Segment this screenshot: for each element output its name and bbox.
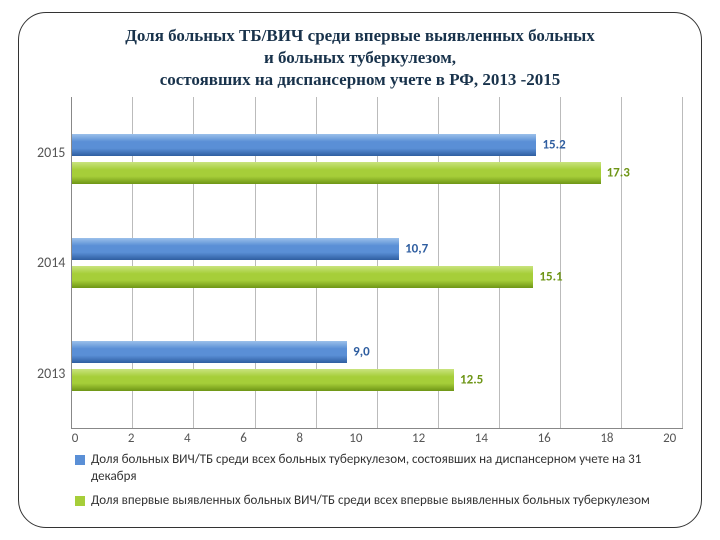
bar-value-label: 15.2 [536, 138, 565, 153]
legend-swatch-icon [75, 496, 85, 506]
bar-value-label: 12.5 [454, 373, 483, 388]
x-tick-label: 10 [349, 431, 362, 446]
bar-group: 10,7 15.1 [72, 238, 683, 288]
chart-title: Доля больных ТБ/ВИЧ среди впервые выявле… [47, 25, 673, 91]
bar-new: 12.5 [72, 369, 454, 391]
x-axis-ticks: 0 2 4 6 8 10 12 14 16 18 20 [75, 431, 683, 446]
bar-new: 15.1 [72, 266, 533, 288]
x-tick-label: 14 [475, 431, 488, 446]
x-tick-label: 8 [296, 431, 303, 446]
y-axis-category-label: 2015 [37, 141, 65, 165]
legend-item: Доля больных ВИЧ/ТБ среди всех больных т… [75, 452, 683, 485]
title-line-3: состоявших на диспансерном учете в РФ, 2… [160, 70, 561, 89]
x-tick-label: 0 [72, 431, 79, 446]
bar-group: 15.2 17.3 [72, 134, 683, 184]
bar-row: 10,7 [72, 238, 683, 260]
title-line-1: Доля больных ТБ/ВИЧ среди впервые выявле… [125, 26, 595, 45]
legend-item: Доля впервые выявленных больных ВИЧ/ТБ с… [75, 493, 683, 509]
legend: Доля больных ВИЧ/ТБ среди всех больных т… [37, 452, 683, 517]
chart-card: Доля больных ТБ/ВИЧ среди впервые выявле… [18, 12, 702, 528]
y-axis-category-label: 2014 [37, 251, 65, 275]
bar-registered: 15.2 [72, 134, 536, 156]
bar-new: 17.3 [72, 162, 600, 184]
bar-row: 15.2 [72, 134, 683, 156]
bar-value-label: 9,0 [347, 345, 370, 360]
legend-swatch-icon [75, 455, 85, 465]
x-tick-label: 12 [412, 431, 425, 446]
legend-label: Доля больных ВИЧ/ТБ среди всех больных т… [91, 452, 683, 485]
bar-value-label: 10,7 [399, 241, 428, 256]
bar-registered: 10,7 [72, 238, 399, 260]
x-tick-label: 20 [663, 431, 676, 446]
x-tick-label: 4 [184, 431, 191, 446]
bar-row: 17.3 [72, 162, 683, 184]
plot-area: 15.2 17.3 10,7 15.1 9,0 12.5 [71, 97, 683, 429]
x-axis: 0 2 4 6 8 10 12 14 16 18 20 [37, 431, 683, 446]
bar-group: 9,0 12.5 [72, 341, 683, 391]
bar-row: 9,0 [72, 341, 683, 363]
bar-value-label: 17.3 [601, 166, 630, 181]
x-tick-label: 18 [600, 431, 613, 446]
x-tick-label: 6 [240, 431, 247, 446]
bar-value-label: 15.1 [533, 269, 562, 284]
x-tick-label: 2 [128, 431, 135, 446]
y-axis-category-label: 2013 [37, 362, 65, 386]
bar-row: 12.5 [72, 369, 683, 391]
legend-label: Доля впервые выявленных больных ВИЧ/ТБ с… [91, 493, 650, 509]
y-axis-labels: 2015 2014 2013 [37, 97, 71, 429]
bar-registered: 9,0 [72, 341, 347, 363]
x-tick-label: 16 [538, 431, 551, 446]
title-line-2: и больных туберкулезом, [264, 48, 456, 67]
bar-row: 15.1 [72, 266, 683, 288]
chart-area: 2015 2014 2013 15.2 17.3 10,7 15.1 9,0 12.5 [37, 97, 683, 429]
